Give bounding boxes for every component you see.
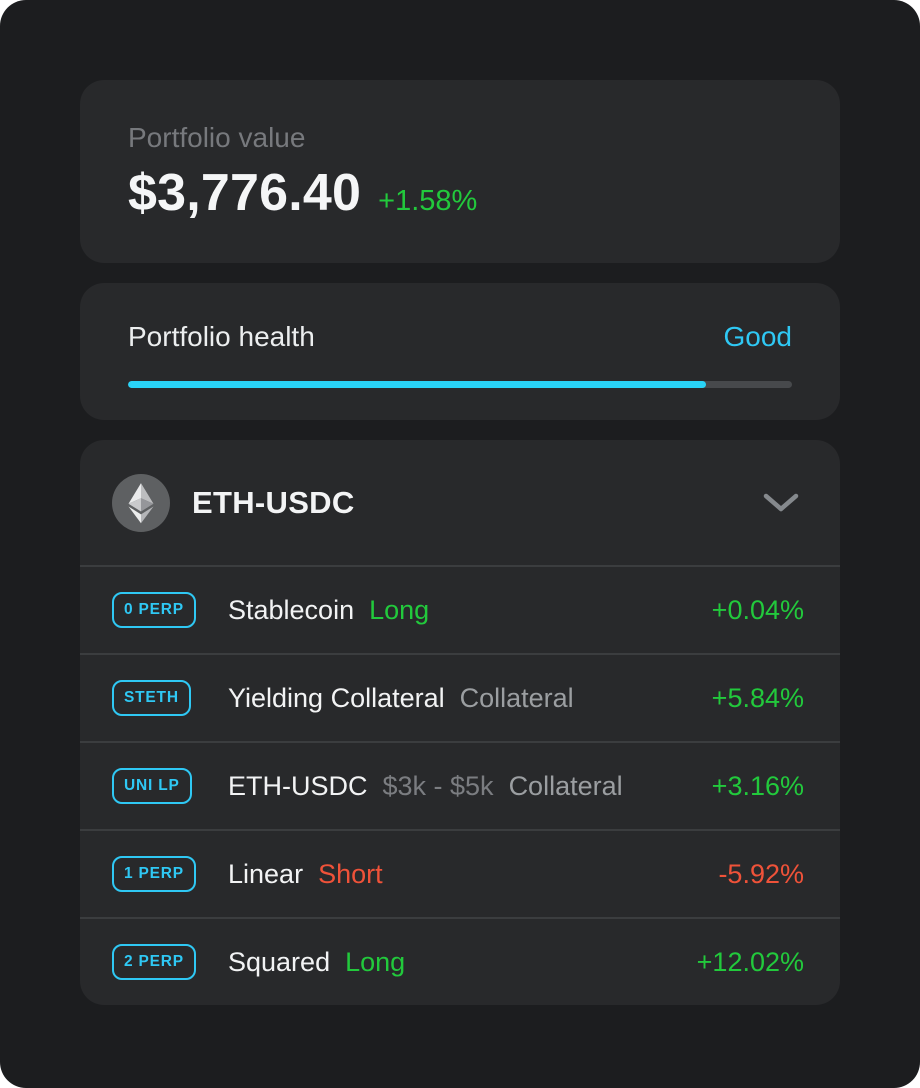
position-row[interactable]: STETH Yielding Collateral Collateral +5.8… [80, 653, 840, 741]
health-progress-track [128, 381, 792, 388]
position-badge: 2 PERP [112, 943, 196, 981]
position-badge: STETH [112, 679, 191, 717]
position-row[interactable]: UNI LP ETH-USDC $3k - $5k Collateral +3.16… [80, 741, 840, 829]
position-tag: Short [318, 858, 383, 889]
portfolio-value-change: +1.58% [378, 185, 478, 218]
position-badge-wrap: UNI LP [112, 767, 228, 805]
position-badge-wrap: STETH [112, 679, 228, 717]
position-name: Linear [228, 858, 304, 889]
chevron-down-icon[interactable] [762, 492, 800, 514]
position-name: ETH-USDC [228, 770, 368, 801]
position-change: +5.84% [711, 682, 804, 713]
position-tag: Long [369, 594, 430, 625]
position-badge: UNI LP [112, 767, 192, 805]
position-badge: 0 PERP [112, 591, 196, 629]
health-progress-fill [128, 381, 706, 388]
ethereum-icon [112, 473, 170, 532]
position-row[interactable]: 2 PERP Squared Long +12.02% [80, 917, 840, 1005]
portfolio-value-label: Portfolio value [128, 122, 306, 153]
position-name: Squared [228, 946, 331, 977]
portfolio-value-card: Portfolio value $3,776.40 +1.58% [80, 80, 840, 263]
position-change: +0.04% [711, 594, 804, 625]
position-change: -5.92% [718, 858, 804, 889]
position-change: +3.16% [711, 770, 804, 801]
position-row[interactable]: 0 PERP Stablecoin Long +0.04% [80, 565, 840, 653]
position-badge-wrap: 2 PERP [112, 943, 228, 981]
pool-header[interactable]: ETH-USDC [80, 440, 840, 565]
position-badge-wrap: 1 PERP [112, 855, 228, 893]
positions-card: ETH-USDC 0 PERP Stablecoin Long +0.04% ST… [80, 440, 840, 1005]
position-tag: Collateral [508, 770, 623, 801]
position-tag: Long [345, 946, 406, 977]
position-badge: 1 PERP [112, 855, 196, 893]
portfolio-health-card: Portfolio health Good [80, 283, 840, 420]
portfolio-health-status: Good [723, 321, 793, 352]
portfolio-value-amount: $3,776.40 [128, 164, 362, 223]
position-change: +12.02% [696, 946, 804, 977]
positions-list: 0 PERP Stablecoin Long +0.04% STETH Yield… [80, 565, 840, 1005]
position-tag: $3k - $5k [382, 770, 494, 801]
position-row[interactable]: 1 PERP Linear Short -5.92% [80, 829, 840, 917]
portfolio-health-label: Portfolio health [128, 321, 315, 352]
position-badge-wrap: 0 PERP [112, 591, 228, 629]
position-name: Yielding Collateral [228, 682, 445, 713]
position-tag: Collateral [459, 682, 574, 713]
pool-title: ETH-USDC [192, 484, 355, 520]
position-name: Stablecoin [228, 594, 355, 625]
